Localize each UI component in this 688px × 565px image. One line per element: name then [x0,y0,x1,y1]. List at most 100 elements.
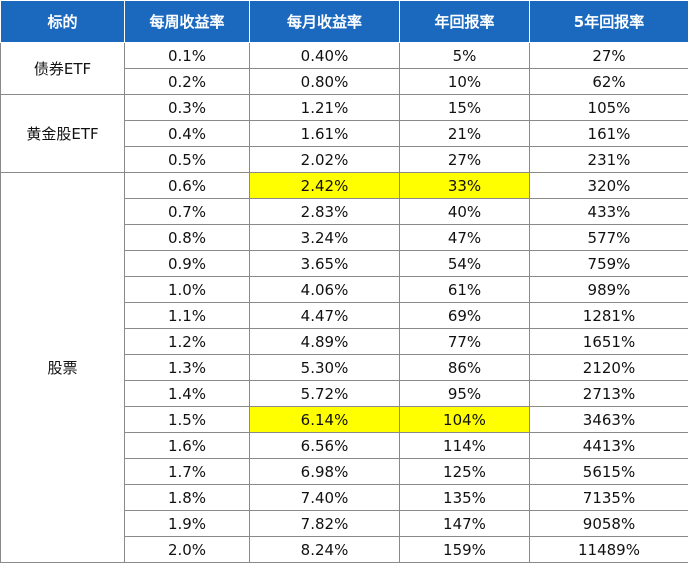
annual-return-cell: 95% [399,380,530,407]
weekly-return-cell: 0.3% [124,94,250,121]
monthly-return-cell: 1.61% [249,120,400,147]
table-row: 1.1% 4.47% 69% 1281% [1,302,688,329]
monthly-return-cell: 1.21% [249,94,400,121]
table-row: 1.7% 6.98% 125% 5615% [1,458,688,485]
monthly-return-cell: 2.42% [249,172,400,199]
five-year-return-cell: 9058% [529,510,688,537]
five-year-return-cell: 231% [529,146,688,173]
five-year-return-cell: 2713% [529,380,688,407]
annual-return-cell: 159% [399,536,530,563]
annual-return-cell: 47% [399,224,530,251]
table-row: 0.9% 3.65% 54% 759% [1,250,688,277]
monthly-return-cell: 3.24% [249,224,400,251]
five-year-return-cell: 2120% [529,354,688,381]
five-year-return-cell: 1651% [529,328,688,355]
weekly-return-cell: 1.7% [124,458,250,485]
table-row: 股票 0.6% 2.42% 33% 320% [0,172,688,563]
monthly-return-cell: 4.47% [249,302,400,329]
weekly-return-cell: 0.8% [124,224,250,251]
monthly-return-cell: 0.80% [249,68,400,95]
annual-return-cell: 125% [399,458,530,485]
five-year-return-cell: 320% [529,172,688,199]
weekly-return-cell: 1.1% [124,302,250,329]
weekly-return-cell: 1.4% [124,380,250,407]
table-body: 债券ETF 0.1% 0.40% 5% 27% 0.2% 0.80% 10% 62% 黄金股ETF… [0,42,688,563]
monthly-return-cell: 2.02% [249,146,400,173]
five-year-return-cell: 11489% [529,536,688,563]
monthly-return-cell: 4.89% [249,328,400,355]
table-row: 黄金股ETF 0.3% 1.21% 15% 105% [0,94,688,173]
weekly-return-cell: 0.2% [124,68,250,95]
five-year-return-cell: 7135% [529,484,688,511]
header-asset: 标的 [0,0,125,43]
weekly-return-cell: 1.8% [124,484,250,511]
annual-return-cell: 69% [399,302,530,329]
annual-return-cell: 135% [399,484,530,511]
five-year-return-cell: 433% [529,198,688,225]
annual-return-cell: 40% [399,198,530,225]
five-year-return-cell: 759% [529,250,688,277]
table-row: 债券ETF 0.1% 0.40% 5% 27% [0,42,688,95]
table-row: 0.2% 0.80% 10% 62% [1,68,688,95]
monthly-return-cell: 6.98% [249,458,400,485]
annual-return-cell: 104% [399,406,530,433]
monthly-return-cell: 6.14% [249,406,400,433]
table-row: 0.5% 2.02% 27% 231% [1,146,688,173]
monthly-return-cell: 8.24% [249,536,400,563]
weekly-return-cell: 0.4% [124,120,250,147]
annual-return-cell: 21% [399,120,530,147]
table-row: 1.9% 7.82% 147% 9058% [1,510,688,537]
table-row: 0.7% 2.83% 40% 433% [1,198,688,225]
table-row: 1.0% 4.06% 61% 989% [1,276,688,303]
five-year-return-cell: 5615% [529,458,688,485]
annual-return-cell: 147% [399,510,530,537]
five-year-return-cell: 27% [529,42,688,69]
header-annual-return: 年回报率 [399,0,530,43]
five-year-return-cell: 62% [529,68,688,95]
monthly-return-cell: 5.72% [249,380,400,407]
annual-return-cell: 33% [399,172,530,199]
header-weekly-return: 每周收益率 [124,0,250,43]
annual-return-cell: 61% [399,276,530,303]
monthly-return-cell: 2.83% [249,198,400,225]
asset-group-cell: 股票 [0,172,125,563]
weekly-return-cell: 1.2% [124,328,250,355]
five-year-return-cell: 161% [529,120,688,147]
weekly-return-cell: 1.3% [124,354,250,381]
weekly-return-cell: 1.6% [124,432,250,459]
monthly-return-cell: 7.82% [249,510,400,537]
header-monthly-return: 每月收益率 [249,0,400,43]
annual-return-cell: 54% [399,250,530,277]
monthly-return-cell: 7.40% [249,484,400,511]
table-row: 0.8% 3.24% 47% 577% [1,224,688,251]
five-year-return-cell: 989% [529,276,688,303]
annual-return-cell: 77% [399,328,530,355]
header-five-year-return: 5年回报率 [529,0,688,43]
weekly-return-cell: 0.7% [124,198,250,225]
monthly-return-cell: 3.65% [249,250,400,277]
weekly-return-cell: 0.1% [124,42,250,69]
annual-return-cell: 10% [399,68,530,95]
five-year-return-cell: 4413% [529,432,688,459]
five-year-return-cell: 577% [529,224,688,251]
annual-return-cell: 86% [399,354,530,381]
asset-group-cell: 债券ETF [0,42,125,95]
header-row: 标的 每周收益率 每月收益率 年回报率 5年回报率 [0,0,688,43]
annual-return-cell: 5% [399,42,530,69]
table-row: 1.4% 5.72% 95% 2713% [1,380,688,407]
monthly-return-cell: 5.30% [249,354,400,381]
table-row: 1.8% 7.40% 135% 7135% [1,484,688,511]
monthly-return-cell: 0.40% [249,42,400,69]
weekly-return-cell: 2.0% [124,536,250,563]
monthly-return-cell: 6.56% [249,432,400,459]
weekly-return-cell: 0.6% [124,172,250,199]
weekly-return-cell: 1.5% [124,406,250,433]
asset-group-cell: 黄金股ETF [0,94,125,173]
weekly-return-cell: 0.9% [124,250,250,277]
weekly-return-cell: 1.0% [124,276,250,303]
table-row: 2.0% 8.24% 159% 11489% [1,536,688,563]
monthly-return-cell: 4.06% [249,276,400,303]
five-year-return-cell: 1281% [529,302,688,329]
annual-return-cell: 114% [399,432,530,459]
